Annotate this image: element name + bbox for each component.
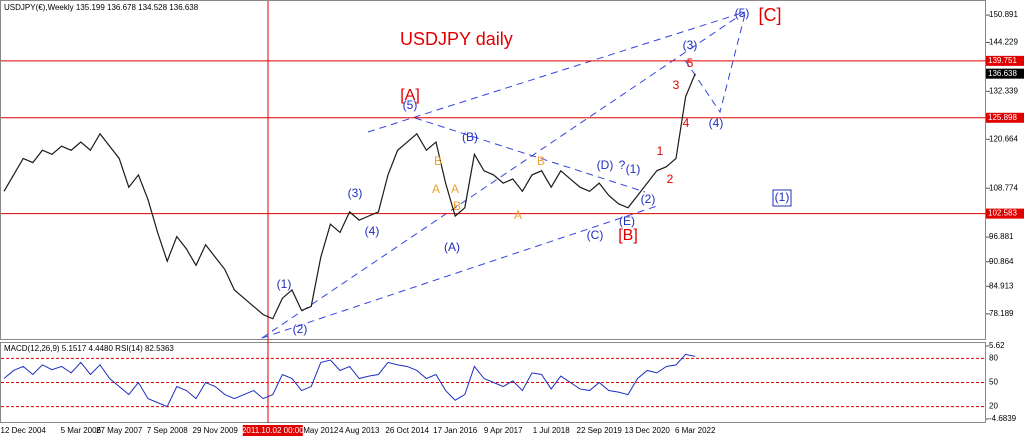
chart-title: USDJPY daily [400, 29, 513, 49]
wave-label: (1) [775, 190, 790, 204]
x-tick-label: 29 Nov 2009 [193, 426, 239, 435]
x-tick-label: 2011.10.02 00:00 [242, 426, 304, 435]
wave-label: (4) [709, 116, 724, 130]
wave-label: 4 [683, 116, 690, 130]
wave-label: (A) [444, 240, 460, 254]
level-box [986, 112, 1024, 123]
level-box [986, 208, 1024, 219]
wave-label: (D) [597, 158, 614, 172]
wave-label: [C] [758, 5, 781, 25]
trend-line [261, 11, 746, 339]
wave-label: [A] [400, 87, 420, 104]
wave-label: (C) [587, 228, 604, 242]
y-tick-label: 90.864 [989, 257, 1014, 266]
y-tick-label: 144.229 [989, 38, 1018, 47]
y-tick-label: 96.881 [989, 232, 1014, 241]
trend-line [367, 11, 746, 133]
x-tick-label: 5 Mar 2006 [61, 426, 102, 435]
wave-label: (5) [403, 98, 418, 112]
y-tick-label: 132.339 [989, 86, 1018, 95]
indicator-title: MACD(12,26,9) 5.1517 4.4480 RSI(14) 82.5… [4, 344, 174, 353]
x-tick-label: 1 Jul 2018 [533, 426, 570, 435]
indicator-tick-label: 50 [989, 378, 998, 387]
price-box [986, 68, 1024, 79]
x-tick-label: 4 Aug 2013 [339, 426, 380, 435]
wave-label: B [537, 154, 545, 168]
wave-label: 3 [673, 78, 680, 92]
x-tick-label: May 2012 [303, 426, 339, 435]
wave-label: 1 [657, 144, 664, 158]
y-tick-label: 108.774 [989, 183, 1018, 192]
wave-label: B [434, 154, 442, 168]
wave-label: (B) [462, 130, 478, 144]
level-label: 139.751 [988, 56, 1017, 65]
x-label-highlight [242, 425, 303, 436]
wave-label: B [453, 199, 461, 213]
x-tick-label: 22 Sep 2019 [577, 426, 623, 435]
level-label: 102.583 [988, 209, 1017, 218]
indicator-tick-label: 20 [989, 402, 998, 411]
trend-line [414, 117, 646, 193]
last-price: 136.638 [988, 69, 1017, 78]
wave-label: 5 [687, 56, 694, 70]
trend-line [261, 204, 661, 339]
x-tick-label: 17 Jan 2016 [433, 426, 478, 435]
wave-label: (3) [683, 38, 698, 52]
wave-label: (2) [641, 192, 656, 206]
wave-label: A [451, 182, 459, 196]
y-tick-label: 84.913 [989, 281, 1014, 290]
price-line [3, 73, 696, 320]
wave-label: (1) [277, 277, 292, 291]
wave-label: [B] [618, 227, 638, 244]
wave-label: A [432, 182, 440, 196]
wave-label: 2 [667, 172, 674, 186]
x-tick-label: 9 Apr 2017 [484, 426, 523, 435]
price-pane [0, 0, 986, 340]
indicator-tick-label: 80 [989, 354, 998, 363]
wave-label: ? [619, 158, 626, 172]
y-tick-label: 120.664 [989, 134, 1018, 143]
x-tick-label: 7 Sep 2008 [147, 426, 188, 435]
level-label: 125.898 [988, 113, 1017, 122]
projection [684, 13, 746, 114]
rsi-line [3, 353, 696, 408]
trend-lines [261, 11, 746, 339]
wave-label: (5) [735, 6, 750, 20]
wave-label: A [514, 208, 522, 222]
indicator-tick-label: 5.62 [989, 341, 1005, 350]
level-box [986, 55, 1024, 66]
x-tick-label: 27 May 2007 [96, 426, 143, 435]
y-tick-label: 150.891 [989, 10, 1018, 19]
x-tick-label: 12 Dec 2004 [1, 426, 47, 435]
x-tick-label: 6 Mar 2022 [675, 426, 716, 435]
header: USDJPY(€),Weekly 135.199 136.678 134.528… [4, 3, 199, 12]
wave-label: (1) [626, 162, 641, 176]
wave-label: (4) [365, 224, 380, 238]
wave-label: (E) [619, 214, 635, 228]
x-tick-label: 13 Dec 2020 [625, 426, 671, 435]
y-tick-label: 78.189 [989, 309, 1014, 318]
label-box [772, 189, 792, 207]
x-tick-label: 26 Oct 2014 [385, 426, 429, 435]
wave-label: (2) [293, 322, 308, 336]
indicator-tick-label: -4.6839 [989, 414, 1017, 423]
wave-label: (3) [348, 186, 363, 200]
